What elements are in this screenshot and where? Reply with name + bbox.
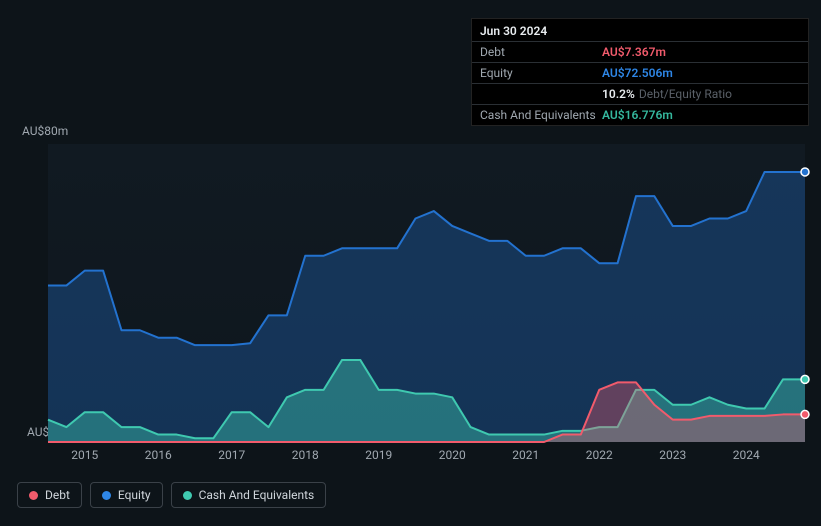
tooltip-row: 10.2% Debt/Equity Ratio <box>472 84 808 105</box>
x-axis-tick: 2023 <box>659 448 686 462</box>
legend-item-debt[interactable]: Debt <box>17 482 82 508</box>
tooltip-date: Jun 30 2024 <box>480 24 547 38</box>
legend-item-equity[interactable]: Equity <box>90 482 163 508</box>
legend-dot-equity <box>102 491 111 500</box>
tooltip-label: Equity <box>480 66 602 80</box>
chart-legend: Debt Equity Cash And Equivalents <box>17 482 326 508</box>
legend-item-cash[interactable]: Cash And Equivalents <box>171 482 327 508</box>
x-axis-tick: 2021 <box>512 448 539 462</box>
y-axis-tick-80: AU$80m <box>22 124 68 138</box>
tooltip-value: AU$7.367m <box>602 45 666 59</box>
legend-label: Equity <box>118 488 151 502</box>
tooltip-suffix: Debt/Equity Ratio <box>639 87 732 101</box>
x-axis: 2015 2016 2017 2018 2019 2020 2021 2022 2023 2024 <box>48 448 805 468</box>
tooltip-row: Debt AU$7.367m <box>472 42 808 63</box>
x-axis-tick: 2024 <box>733 448 760 462</box>
x-axis-tick: 2020 <box>439 448 466 462</box>
legend-dot-debt <box>29 491 38 500</box>
tooltip-row: Equity AU$72.506m <box>472 63 808 84</box>
legend-label: Debt <box>45 488 70 502</box>
tooltip-label: Debt <box>480 45 602 59</box>
x-axis-tick: 2019 <box>365 448 392 462</box>
legend-dot-cash <box>183 491 192 500</box>
x-axis-tick: 2015 <box>71 448 98 462</box>
x-axis-tick: 2016 <box>145 448 172 462</box>
chart-plot-area[interactable] <box>48 144 805 442</box>
tooltip-value: AU$16.776m <box>602 108 673 122</box>
tooltip-value: 10.2% <box>602 87 635 101</box>
legend.items.2.label: Cash And Equivalents <box>199 488 315 502</box>
tooltip-row: Cash And Equivalents AU$16.776m <box>472 105 808 125</box>
tooltip-label <box>480 87 602 101</box>
chart-tooltip: Jun 30 2024 Debt AU$7.367m Equity AU$72.… <box>471 18 809 126</box>
x-axis-tick: 2022 <box>586 448 613 462</box>
tooltip-value: AU$72.506m <box>602 66 673 80</box>
x-axis-tick: 2017 <box>218 448 245 462</box>
chart-svg <box>48 144 805 442</box>
x-axis-tick: 2018 <box>292 448 319 462</box>
tooltip-label: Cash And Equivalents <box>480 108 602 122</box>
